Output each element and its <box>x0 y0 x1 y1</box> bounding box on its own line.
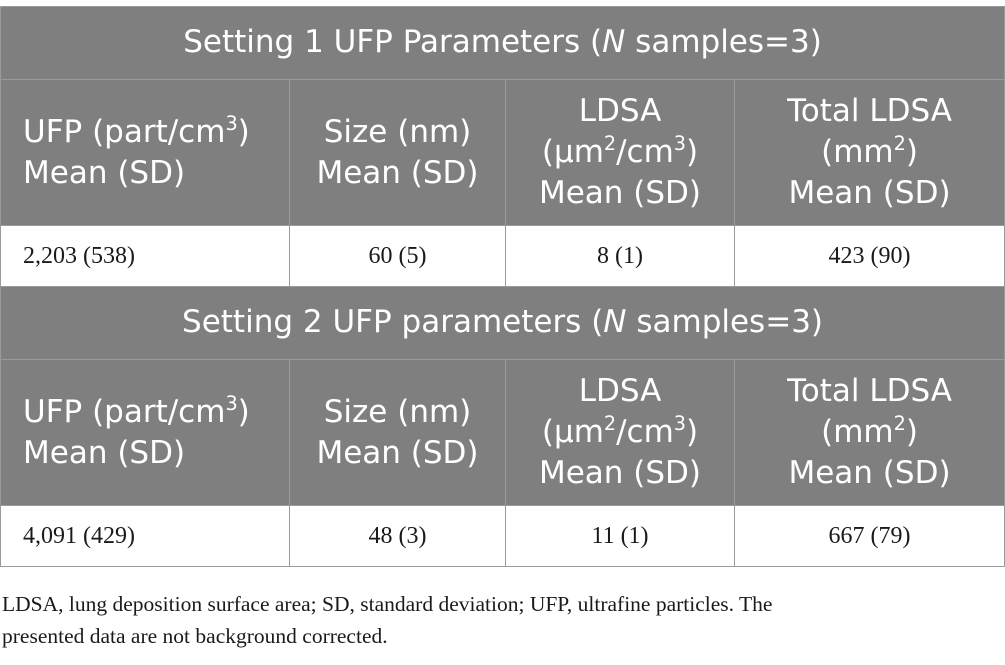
header-size-line-2: Mean (SD) <box>316 434 479 471</box>
header-ldsa-sup-1: 2 <box>603 412 617 436</box>
header-total-ldsa-unit-b: ) <box>905 134 918 170</box>
header-ldsa-unit-c: ) <box>686 414 699 450</box>
header-total-ldsa-line-2: (mm2) <box>736 412 1004 453</box>
value-size: 60 (5) <box>289 225 506 287</box>
header-ufp: UFP (part/cm3) Mean (SD) <box>0 359 290 506</box>
section-1-title: Setting 1 UFP Parameters (N samples=3) <box>0 6 1005 80</box>
header-total-ldsa-unit-a: (mm <box>821 134 894 170</box>
header-ldsa-line-3: Mean (SD) <box>538 455 702 491</box>
section-1-title-end: samples=3) <box>625 24 822 61</box>
ufp-parameters-table: Setting 1 UFP Parameters (N samples=3) U… <box>0 6 1005 567</box>
header-total-ldsa: Total LDSA (mm2) Mean (SD) <box>733 79 1005 226</box>
header-ldsa-unit-b: /cm <box>616 134 674 170</box>
header-size: Size (nm) Mean (SD) <box>289 359 506 506</box>
value-ldsa: 8 (1) <box>505 225 735 287</box>
header-ldsa-unit-a: (µm <box>541 134 604 170</box>
header-ufp-sup: 3 <box>225 391 238 415</box>
header-ufp-end: ) <box>237 113 250 150</box>
header-size-line-2: Mean (SD) <box>316 154 479 191</box>
header-ufp-end: ) <box>237 393 250 430</box>
header-size-line-1: Size (nm) <box>323 113 472 150</box>
section-2-title-text: Setting 2 UFP parameters ( <box>182 304 604 341</box>
header-total-ldsa-line-1: Total LDSA <box>787 93 952 129</box>
section-2-title-end: samples=3) <box>626 304 824 341</box>
header-ufp-text: UFP (part/cm <box>23 393 226 430</box>
header-ldsa-line-3: Mean (SD) <box>538 175 702 211</box>
section-1-title-row: Setting 1 UFP Parameters (N samples=3) <box>0 6 1005 80</box>
header-ldsa-unit-a: (µm <box>541 414 604 450</box>
header-total-ldsa-line-1: Total LDSA <box>787 373 952 409</box>
header-ufp-sup: 3 <box>225 111 238 135</box>
section-1-title-n: N <box>602 24 626 61</box>
header-ldsa-sup-2: 3 <box>673 412 687 436</box>
header-total-ldsa: Total LDSA (mm2) Mean (SD) <box>733 359 1005 506</box>
section-1-title-text: Setting 1 UFP Parameters ( <box>183 24 603 61</box>
header-total-ldsa-sup: 2 <box>893 132 906 156</box>
section-2-title: Setting 2 UFP parameters (N samples=3) <box>0 286 1005 360</box>
header-size-line-1: Size (nm) <box>323 393 472 430</box>
value-ufp: 4,091 (429) <box>0 505 290 567</box>
section-2-title-row: Setting 2 UFP parameters (N samples=3) <box>0 286 1005 360</box>
section-2-value-row: 4,091 (429) 48 (3) 11 (1) 667 (79) <box>0 505 1005 567</box>
header-ufp-line-2: Mean (SD) <box>23 154 186 191</box>
header-ldsa-line-2: (µm2/cm3) <box>507 132 734 173</box>
value-total-ldsa: 423 (90) <box>733 225 1005 287</box>
header-total-ldsa-line-2: (mm2) <box>736 132 1004 173</box>
footnote-line-2: presented data are not background correc… <box>2 624 388 648</box>
header-ldsa-line-1: LDSA <box>578 373 662 409</box>
section-1-header-row: UFP (part/cm3) Mean (SD) Size (nm) Mean … <box>0 79 1005 226</box>
header-ldsa: LDSA (µm2/cm3) Mean (SD) <box>505 79 735 226</box>
header-ldsa: LDSA (µm2/cm3) Mean (SD) <box>505 359 735 506</box>
header-ufp: UFP (part/cm3) Mean (SD) <box>0 79 290 226</box>
header-ufp-text: UFP (part/cm <box>23 113 226 150</box>
value-ldsa: 11 (1) <box>505 505 735 567</box>
header-total-ldsa-unit-b: ) <box>905 414 918 450</box>
header-ufp-line-1: UFP (part/cm3) <box>23 112 289 153</box>
section-2-title-n: N <box>603 304 627 341</box>
header-size: Size (nm) Mean (SD) <box>289 79 506 226</box>
header-ufp-line-1: UFP (part/cm3) <box>23 392 289 433</box>
value-ufp: 2,203 (538) <box>0 225 290 287</box>
value-total-ldsa: 667 (79) <box>733 505 1005 567</box>
header-ldsa-line-1: LDSA <box>578 93 662 129</box>
table-footnote: LDSA, lung deposition surface area; SD, … <box>2 588 1002 652</box>
header-ldsa-sup-1: 2 <box>603 132 617 156</box>
header-ldsa-sup-2: 3 <box>673 132 687 156</box>
value-size: 48 (3) <box>289 505 506 567</box>
header-ldsa-unit-c: ) <box>686 134 699 170</box>
header-total-ldsa-sup: 2 <box>893 412 906 436</box>
header-total-ldsa-line-3: Mean (SD) <box>788 175 951 211</box>
section-2-header-row: UFP (part/cm3) Mean (SD) Size (nm) Mean … <box>0 359 1005 506</box>
header-ldsa-line-2: (µm2/cm3) <box>507 412 734 453</box>
header-total-ldsa-unit-a: (mm <box>821 414 894 450</box>
header-total-ldsa-line-3: Mean (SD) <box>788 455 951 491</box>
header-ldsa-unit-b: /cm <box>616 414 674 450</box>
header-ufp-line-2: Mean (SD) <box>23 434 186 471</box>
footnote-line-1: LDSA, lung deposition surface area; SD, … <box>2 592 773 616</box>
section-1-value-row: 2,203 (538) 60 (5) 8 (1) 423 (90) <box>0 225 1005 287</box>
